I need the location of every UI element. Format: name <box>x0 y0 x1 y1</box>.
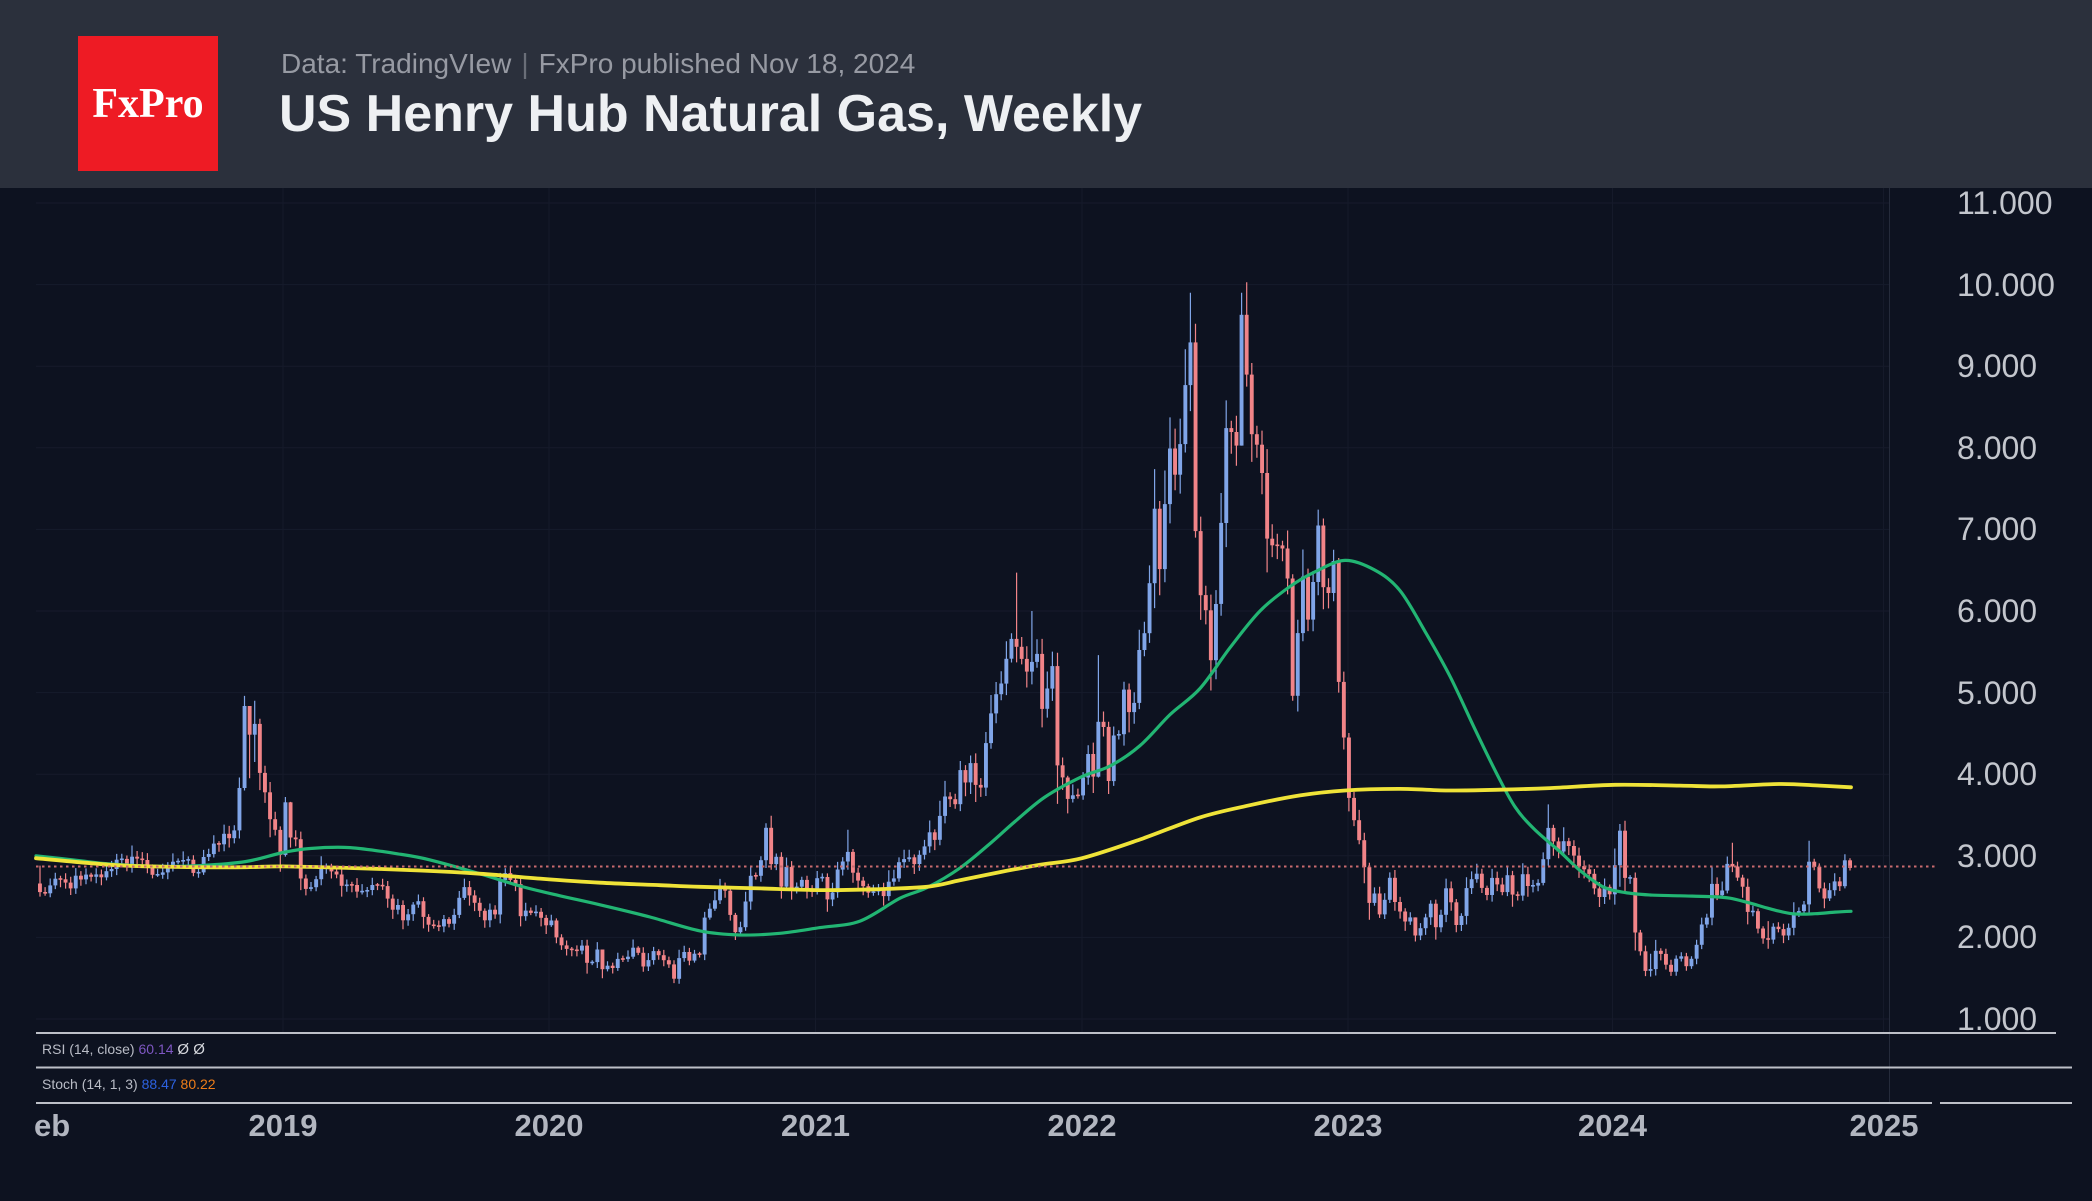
svg-text:2019: 2019 <box>249 1108 318 1143</box>
svg-text:2022: 2022 <box>1048 1108 1117 1143</box>
svg-text:4.000: 4.000 <box>1957 756 2037 792</box>
svg-text:2.000: 2.000 <box>1957 919 2037 955</box>
svg-text:Stoch (14, 1, 3) 88.47 80.22: Stoch (14, 1, 3) 88.47 80.22 <box>42 1076 216 1092</box>
svg-text:10.000: 10.000 <box>1957 267 2055 303</box>
svg-text:eb: eb <box>34 1108 70 1143</box>
svg-text:RSI (14, close) 60.14 Ø Ø: RSI (14, close) 60.14 Ø Ø <box>42 1041 205 1058</box>
svg-text:11.000: 11.000 <box>1957 185 2053 221</box>
svg-text:7.000: 7.000 <box>1957 511 2037 547</box>
svg-text:1.000: 1.000 <box>1957 1001 2037 1037</box>
svg-text:8.000: 8.000 <box>1957 430 2037 466</box>
svg-text:2024: 2024 <box>1578 1108 1648 1143</box>
svg-text:2023: 2023 <box>1314 1108 1383 1143</box>
svg-text:5.000: 5.000 <box>1957 675 2037 711</box>
svg-text:2021: 2021 <box>781 1108 850 1143</box>
svg-text:2020: 2020 <box>515 1108 584 1143</box>
svg-text:6.000: 6.000 <box>1957 593 2037 629</box>
svg-text:9.000: 9.000 <box>1957 348 2037 384</box>
svg-text:2025: 2025 <box>1850 1108 1919 1143</box>
svg-text:3.000: 3.000 <box>1957 838 2037 874</box>
